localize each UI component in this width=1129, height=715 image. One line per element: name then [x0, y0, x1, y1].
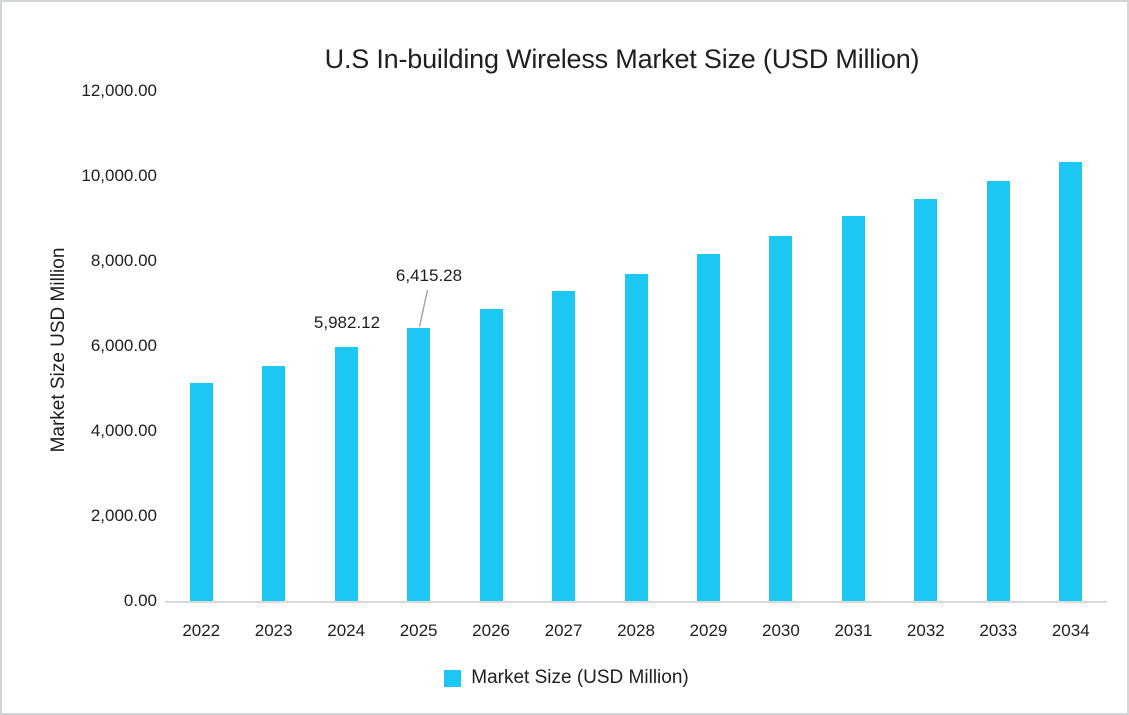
- y-tick-label: 4,000.00: [90, 421, 157, 440]
- bar-2023: [262, 365, 286, 601]
- bar-2030: [769, 235, 793, 601]
- legend-label: Market Size (USD Million): [471, 667, 689, 688]
- x-tick-label-2029: 2029: [689, 621, 728, 640]
- bar-2031: [841, 216, 865, 601]
- y-axis-tick-labels: 12,000.00 10,000.00 8,000.00 6,000.00 4,000.…: [2, 2, 157, 713]
- x-tick-label-2032: 2032: [906, 621, 945, 640]
- bar-2029: [696, 253, 720, 601]
- y-tick-label: 6,000.00: [90, 336, 157, 355]
- y-tick-label: 10,000.00: [81, 166, 157, 185]
- x-tick-label-2022: 2022: [182, 621, 221, 640]
- y-tick-label: 0.00: [123, 591, 157, 610]
- x-tick-label-2024: 2024: [327, 621, 366, 640]
- x-tick-label-2031: 2031: [834, 621, 873, 640]
- x-tick-label-2027: 2027: [544, 621, 583, 640]
- chart-title: U.S In-building Wireless Market Size (US…: [324, 44, 920, 74]
- data-label-2025: 6,415.28: [395, 266, 463, 285]
- legend: Market Size (USD Million): [2, 666, 1127, 690]
- bar-2022: [189, 382, 213, 601]
- x-tick-label-2023: 2023: [254, 621, 293, 640]
- bar-2032: [914, 198, 938, 601]
- bar-2027: [552, 291, 576, 601]
- x-tick-label-2030: 2030: [762, 621, 800, 640]
- bar-2024: [334, 346, 358, 601]
- data-label-2024: 5,982.12: [313, 313, 381, 332]
- x-tick-label-2028: 2028: [617, 621, 655, 640]
- x-tick-label-2033: 2033: [979, 621, 1018, 640]
- bar-2033: [986, 180, 1010, 601]
- plot-area: [165, 91, 1107, 603]
- y-tick-label: 2,000.00: [90, 506, 157, 525]
- legend-swatch-icon: [444, 669, 462, 687]
- bar-2025: [407, 328, 431, 601]
- y-tick-label: 8,000.00: [90, 251, 157, 270]
- x-axis-tick-labels: 2022 2023 2024 2025 2026 2027 2028 2029 2030 2031…: [165, 621, 1107, 645]
- bar-2026: [479, 309, 503, 601]
- x-tick-label-2025: 2025: [399, 621, 438, 640]
- x-tick-label-2034: 2034: [1051, 621, 1090, 640]
- x-tick-label-2026: 2026: [472, 621, 510, 640]
- y-tick-label: 12,000.00: [81, 81, 157, 100]
- bar-2028: [624, 273, 648, 601]
- bar-2034: [1059, 162, 1083, 601]
